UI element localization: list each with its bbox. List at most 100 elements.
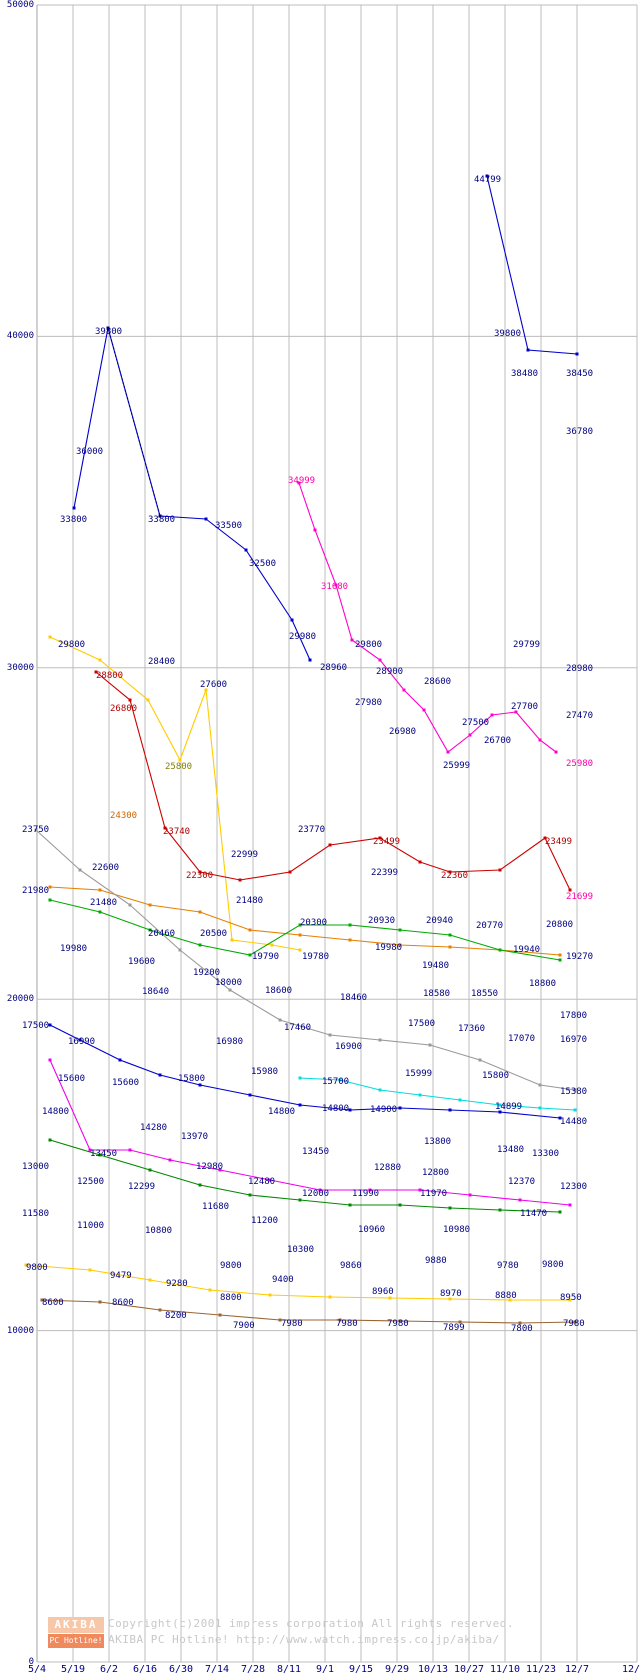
data-label: 9280 bbox=[166, 1279, 188, 1289]
data-label: 7980 bbox=[336, 1319, 358, 1329]
vertical-gridlines bbox=[36, 5, 638, 1662]
data-label: 14800 bbox=[268, 1107, 296, 1117]
data-label: 15600 bbox=[58, 1074, 86, 1084]
data-label: 44799 bbox=[474, 175, 502, 185]
data-label: 19270 bbox=[566, 952, 594, 962]
data-label: 31680 bbox=[321, 582, 349, 592]
data-label: 19200 bbox=[193, 968, 221, 978]
data-label: 17070 bbox=[508, 1034, 536, 1044]
data-label: 29799 bbox=[513, 640, 541, 650]
data-label: 13300 bbox=[532, 1149, 560, 1159]
data-label: 7980 bbox=[281, 1319, 303, 1329]
data-label: 28600 bbox=[424, 677, 452, 687]
data-label: 16980 bbox=[216, 1037, 244, 1047]
data-label: 19780 bbox=[302, 952, 330, 962]
data-label: 28800 bbox=[96, 671, 124, 681]
akiba-logo-bottom: PC Hotline! bbox=[48, 1634, 104, 1648]
data-label: 13800 bbox=[424, 1137, 452, 1147]
data-label: 26700 bbox=[484, 736, 512, 746]
data-label: 7899 bbox=[443, 1323, 465, 1333]
data-label: 9479 bbox=[110, 1271, 132, 1281]
data-label: 20770 bbox=[476, 921, 504, 931]
x-tick-label: 9/15 bbox=[348, 1664, 374, 1675]
data-label: 21980 bbox=[22, 886, 50, 896]
data-label: 8200 bbox=[165, 1311, 187, 1321]
data-label: 8600 bbox=[42, 1298, 64, 1308]
data-label: 12370 bbox=[508, 1177, 536, 1187]
data-label: 11470 bbox=[520, 1209, 548, 1219]
data-label: 33500 bbox=[215, 521, 243, 531]
data-label: 11200 bbox=[251, 1216, 279, 1226]
data-label: 28960 bbox=[320, 663, 348, 673]
data-label: 15980 bbox=[251, 1067, 279, 1077]
data-label: 27980 bbox=[355, 698, 383, 708]
data-label: 9780 bbox=[497, 1261, 519, 1271]
data-label: 14480 bbox=[560, 1117, 588, 1127]
x-tick-label: 12/7 bbox=[564, 1664, 590, 1675]
data-label: 17360 bbox=[458, 1024, 486, 1034]
data-label: 22999 bbox=[231, 850, 259, 860]
data-label: 18000 bbox=[215, 978, 243, 988]
data-label: 29980 bbox=[289, 632, 317, 642]
data-label: 8970 bbox=[440, 1289, 462, 1299]
data-label: 13000 bbox=[22, 1162, 50, 1172]
data-label: 27600 bbox=[200, 680, 228, 690]
data-label: 20300 bbox=[300, 918, 328, 928]
data-label: 10300 bbox=[287, 1245, 315, 1255]
data-label: 13970 bbox=[181, 1132, 209, 1142]
data-label: 12300 bbox=[560, 1182, 588, 1192]
data-label: 16990 bbox=[68, 1037, 96, 1047]
x-tick-label: 5/19 bbox=[60, 1664, 86, 1675]
data-label: 38480 bbox=[511, 369, 539, 379]
y-tick-label: 0 bbox=[28, 1657, 34, 1667]
data-label: 15700 bbox=[322, 1077, 350, 1087]
data-label: 32500 bbox=[249, 559, 277, 569]
footer: AKIBA PC Hotline! Copyright(c)2001 impre… bbox=[48, 1617, 638, 1659]
data-label: 28980 bbox=[566, 664, 594, 674]
data-label: 24300 bbox=[110, 811, 138, 821]
x-tick-label: 7/28 bbox=[240, 1664, 266, 1675]
site-url-line: AKIBA PC Hotline! http://www.watch.impre… bbox=[108, 1633, 500, 1646]
data-label: 28400 bbox=[148, 657, 176, 667]
data-label: 15380 bbox=[560, 1087, 588, 1097]
data-label: 22360 bbox=[441, 871, 469, 881]
data-label: 15800 bbox=[482, 1071, 510, 1081]
x-tick-label: 9/29 bbox=[384, 1664, 410, 1675]
data-label: 25999 bbox=[443, 761, 471, 771]
data-label: 12980 bbox=[196, 1162, 224, 1172]
data-label: 12299 bbox=[128, 1182, 156, 1192]
data-label: 9400 bbox=[272, 1275, 294, 1285]
data-label: 16970 bbox=[560, 1035, 588, 1045]
data-label: 27500 bbox=[462, 718, 490, 728]
data-label: 14800 bbox=[42, 1107, 70, 1117]
data-label: 7980 bbox=[563, 1319, 585, 1329]
data-label: 11970 bbox=[420, 1189, 448, 1199]
data-label: 9800 bbox=[220, 1261, 242, 1271]
data-label: 14899 bbox=[495, 1102, 523, 1112]
data-label: 21699 bbox=[566, 892, 594, 902]
x-tick-label: 10/13 bbox=[417, 1664, 449, 1675]
data-label: 19980 bbox=[60, 944, 88, 954]
data-label: 20800 bbox=[546, 920, 574, 930]
y-tick-label: 20000 bbox=[6, 994, 34, 1005]
data-label: 25800 bbox=[165, 762, 193, 772]
x-tick-label: 6/30 bbox=[168, 1664, 194, 1675]
data-label: 15800 bbox=[178, 1074, 206, 1084]
data-label: 8600 bbox=[112, 1298, 134, 1308]
data-label: 19980 bbox=[375, 943, 403, 953]
akiba-logo: AKIBA PC Hotline! bbox=[48, 1617, 104, 1649]
data-label: 25980 bbox=[566, 759, 594, 769]
x-tick-label: 11/23 bbox=[525, 1664, 557, 1675]
data-label: 17500 bbox=[408, 1019, 436, 1029]
akiba-logo-top: AKIBA bbox=[48, 1617, 104, 1633]
data-label: 10800 bbox=[145, 1226, 173, 1236]
data-label: 27700 bbox=[511, 702, 539, 712]
data-label: 14280 bbox=[140, 1123, 168, 1133]
data-label: 23750 bbox=[22, 825, 50, 835]
data-label: 19790 bbox=[252, 952, 280, 962]
x-tick-label: 9/1 bbox=[315, 1664, 335, 1675]
data-label: 13480 bbox=[497, 1145, 525, 1155]
data-label: 12500 bbox=[77, 1177, 105, 1187]
copyright-line: Copyright(c)2001 impress corporation All… bbox=[108, 1617, 514, 1630]
